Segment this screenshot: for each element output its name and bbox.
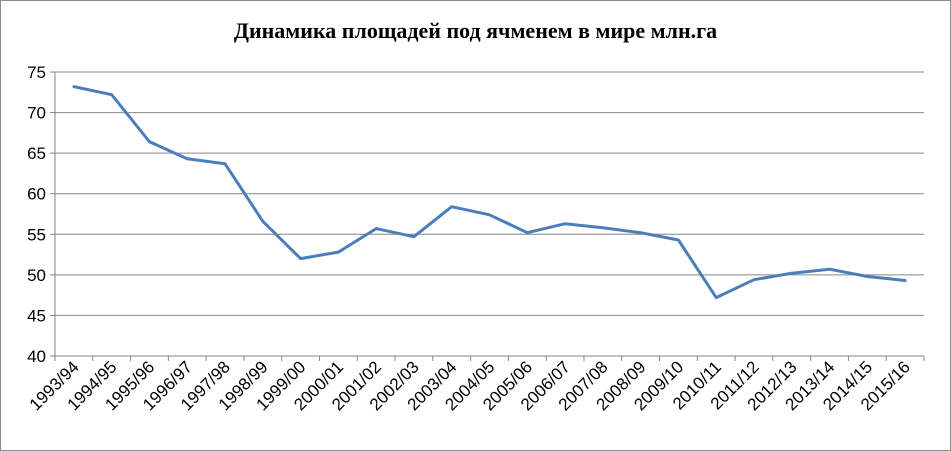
y-tick-label: 65 xyxy=(27,144,46,163)
y-tick-label: 50 xyxy=(27,266,46,285)
y-tick-label: 70 xyxy=(27,104,46,123)
y-tick-label: 75 xyxy=(27,63,46,82)
series-line xyxy=(72,85,907,300)
y-tick-label: 55 xyxy=(27,225,46,244)
chart-title: Динамика площадей под ячменем в мире млн… xyxy=(233,18,718,43)
y-tick-label: 40 xyxy=(27,347,46,366)
y-tick-label: 45 xyxy=(27,306,46,325)
y-tick-label: 60 xyxy=(27,185,46,204)
